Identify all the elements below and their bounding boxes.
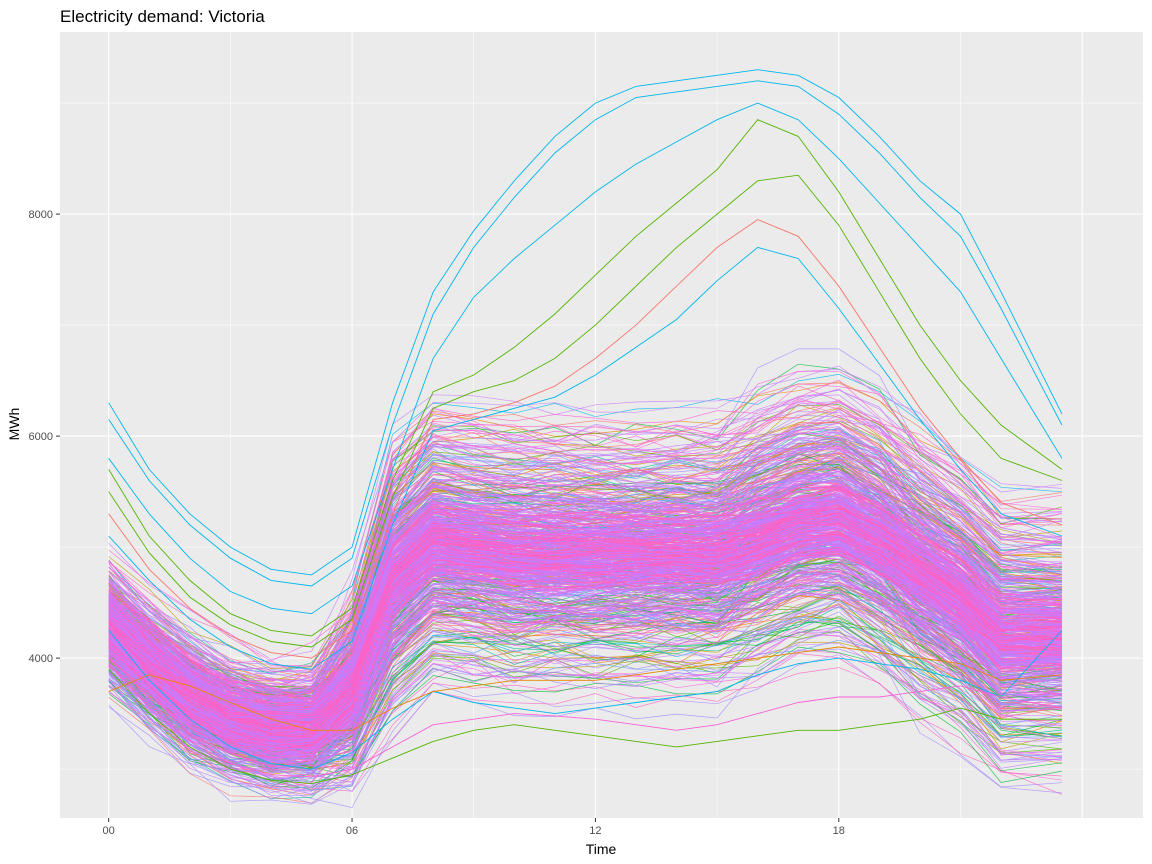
series-line	[108, 493, 1062, 712]
series-line	[108, 545, 1062, 765]
series-line	[108, 601, 1062, 796]
series-line	[108, 473, 1062, 696]
y-tick-label: 8000	[29, 209, 53, 221]
series-line	[108, 521, 1062, 733]
highlighted-series-line	[108, 663, 1062, 778]
series-line	[108, 589, 1062, 795]
x-tick-label: 06	[346, 825, 358, 837]
series-line	[108, 545, 1062, 763]
series-line	[108, 370, 1062, 685]
series-line	[108, 454, 1062, 693]
series-line	[108, 470, 1062, 681]
x-axis-ticks: 00 06 12 18	[103, 818, 845, 837]
series-line	[108, 587, 1062, 796]
series-line	[108, 500, 1062, 711]
series-line	[108, 593, 1062, 804]
series-line	[108, 434, 1062, 682]
highlighted-series-line	[108, 174, 1063, 648]
series-line	[108, 500, 1062, 715]
x-tick-label: 12	[589, 825, 601, 837]
series-line	[108, 508, 1062, 715]
series-line	[108, 573, 1062, 751]
series-line	[108, 598, 1062, 805]
series-line	[108, 389, 1062, 673]
chart-title: Electricity demand: Victoria	[60, 7, 265, 26]
highlighted-series-line	[108, 119, 1063, 637]
series-line	[108, 407, 1062, 669]
series-line	[108, 528, 1062, 730]
y-axis-ticks: 4000 6000 8000	[29, 209, 60, 665]
series-line	[108, 508, 1062, 723]
series-line	[108, 611, 1062, 800]
series-line	[108, 496, 1062, 710]
series-line	[108, 653, 1062, 792]
highlighted-series-line	[108, 630, 1063, 770]
x-axis-title: Time	[586, 841, 617, 857]
series-line	[108, 512, 1062, 729]
series-line	[108, 538, 1062, 755]
series-line	[108, 646, 1062, 787]
y-tick-label: 6000	[29, 431, 53, 443]
series-line	[108, 449, 1062, 682]
highlighted-series-line	[108, 69, 1063, 576]
series-line	[108, 518, 1062, 746]
series-line	[108, 487, 1062, 700]
series-line	[108, 606, 1062, 792]
highlighted-series-line	[108, 102, 1063, 615]
series-line	[108, 499, 1062, 707]
series-line	[108, 489, 1062, 704]
x-tick-label: 00	[103, 825, 115, 837]
series-line	[108, 535, 1062, 746]
series-line	[108, 509, 1062, 721]
series-line	[108, 533, 1062, 743]
series-line	[108, 398, 1063, 703]
highlighted-series-line	[108, 668, 1062, 785]
series-line	[108, 400, 1062, 673]
series-line	[108, 576, 1062, 787]
series-line	[108, 394, 1062, 671]
series-line	[108, 575, 1062, 769]
y-tick-label: 4000	[29, 653, 53, 665]
series-line	[108, 507, 1062, 715]
highlighted-series-line	[108, 646, 1062, 731]
highlighted-series-line	[108, 246, 1063, 670]
series-line	[108, 422, 1062, 662]
series-line	[108, 604, 1062, 793]
series-line	[108, 468, 1062, 683]
series-line	[108, 428, 1062, 675]
y-axis-title: MWh	[6, 408, 22, 441]
highlighted-series-line	[108, 80, 1063, 587]
series-line	[108, 439, 1062, 694]
highlighted-series-line	[108, 219, 1063, 659]
series-line	[108, 547, 1062, 759]
series-lines	[108, 69, 1063, 808]
series-line	[108, 537, 1062, 774]
series-line	[108, 539, 1062, 755]
series-line	[108, 537, 1062, 749]
x-tick-label: 18	[833, 825, 845, 837]
series-line	[108, 634, 1062, 766]
series-line	[108, 528, 1062, 737]
series-line	[108, 552, 1062, 759]
series-line	[108, 523, 1062, 738]
series-line	[108, 365, 1062, 660]
series-line	[108, 506, 1062, 727]
